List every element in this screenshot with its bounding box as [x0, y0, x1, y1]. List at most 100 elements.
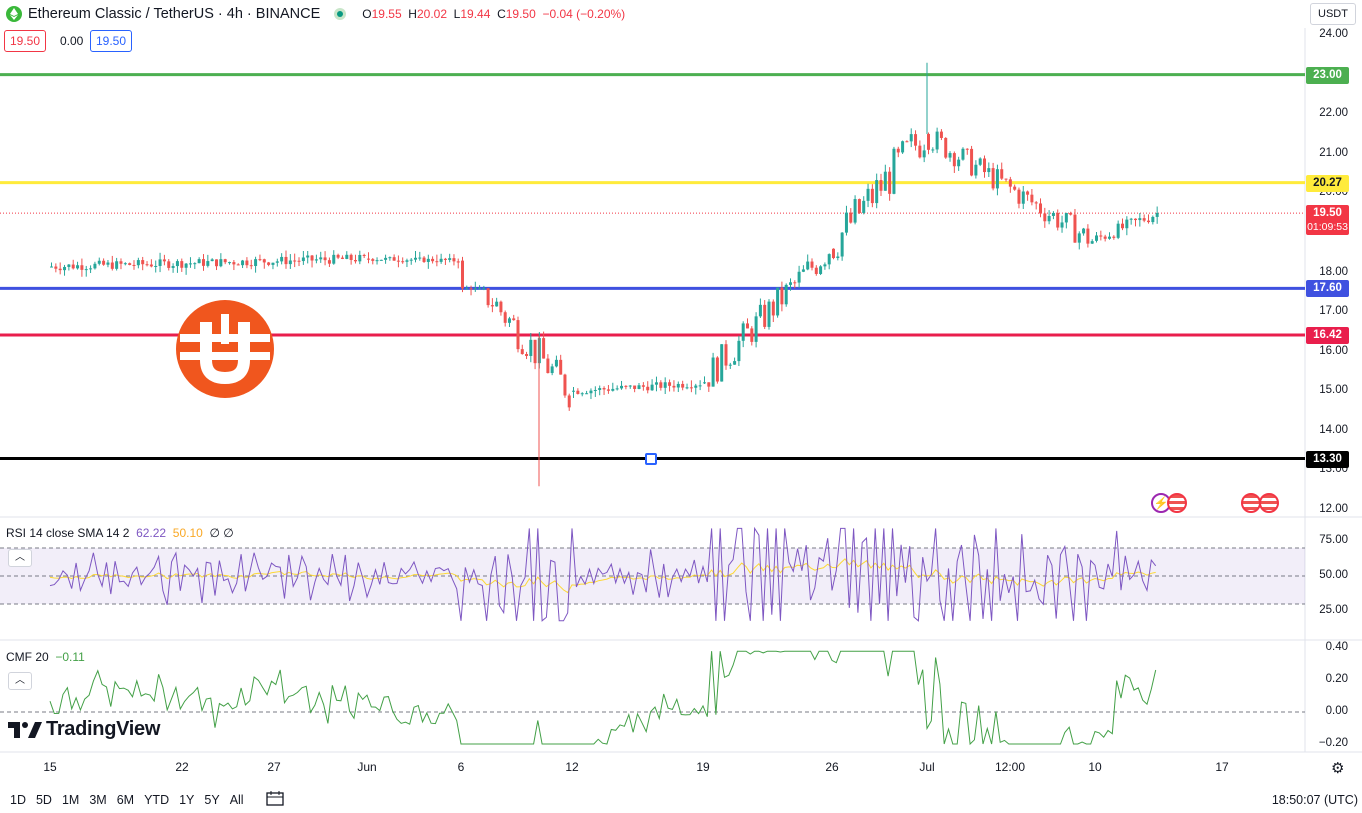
candle-body — [780, 287, 784, 305]
date-range-calendar-icon[interactable] — [265, 790, 284, 809]
candle-body — [703, 382, 706, 384]
range-button-5y[interactable]: 5Y — [204, 792, 220, 807]
level-tag[interactable]: 20.27 — [1306, 174, 1349, 192]
candle-body — [978, 158, 982, 165]
candle-body — [80, 265, 84, 270]
candle-body — [922, 150, 926, 158]
level-tag[interactable]: 16.42 — [1306, 327, 1349, 345]
tradingview-logo[interactable]: TradingView — [8, 718, 160, 741]
candle-body — [857, 199, 861, 213]
cmf-tick-label: 0.20 — [1325, 673, 1348, 685]
range-button-1d[interactable]: 1D — [10, 792, 26, 807]
candle-body — [952, 153, 956, 167]
us-flag-event-icon[interactable] — [1241, 493, 1261, 513]
utc-clock[interactable]: 18:50:07 (UTC) — [1271, 792, 1358, 807]
price-tick-label: 14.00 — [1319, 423, 1348, 436]
candle-body — [167, 261, 171, 268]
price-tick-label: 17.00 — [1319, 305, 1348, 318]
candle-body — [620, 385, 624, 389]
candle-body — [637, 385, 641, 389]
cmf-collapse-button[interactable]: ︿ — [8, 672, 32, 690]
level-tag[interactable]: 23.00 — [1306, 66, 1349, 84]
candle-body — [628, 385, 632, 387]
range-button-all[interactable]: All — [229, 792, 244, 807]
candle-body — [1051, 212, 1055, 216]
cmf-tick-label: −0.20 — [1318, 737, 1348, 749]
candle-body — [1056, 212, 1060, 228]
candle-body — [162, 259, 166, 262]
us-flag-event-icon[interactable] — [1259, 493, 1279, 513]
candle-body — [836, 256, 840, 259]
bottom-toolbar: 1D 5D 1M 3M 6M YTD 1Y 5Y All 18:50:07 (UTC) — [0, 786, 1362, 813]
range-button-5d[interactable]: 5D — [35, 792, 52, 807]
candle-body — [306, 255, 310, 258]
candle-body — [193, 263, 197, 265]
candle-body — [414, 257, 417, 260]
candle-body — [650, 384, 654, 391]
level-tag[interactable]: 13.30 — [1306, 450, 1349, 468]
time-tick-label: 10 — [1088, 760, 1102, 774]
candle-body — [495, 301, 499, 307]
candle-body — [965, 148, 969, 150]
candle-body — [720, 344, 724, 382]
time-tick-label: 26 — [825, 760, 839, 774]
candle-body — [909, 134, 913, 142]
cmf-tick-label: 0.00 — [1325, 705, 1348, 717]
candle-body — [1077, 233, 1081, 243]
candle-body — [236, 264, 240, 266]
candle-body — [525, 354, 529, 356]
range-button-1y[interactable]: 1Y — [179, 792, 195, 807]
candle-body — [974, 164, 978, 176]
candle-body — [1151, 216, 1155, 223]
candle-body — [275, 261, 279, 263]
candle-body — [426, 258, 430, 262]
candle-body — [1095, 235, 1098, 241]
symbol-title[interactable]: Ethereum Classic / TetherUS · 4h · BINAN… — [28, 6, 321, 22]
candle-body — [336, 254, 340, 258]
ask-badge[interactable]: 19.50 — [90, 30, 133, 52]
candle-body — [707, 382, 711, 387]
candle-body — [461, 260, 464, 289]
range-button-ytd[interactable]: YTD — [144, 792, 170, 807]
rsi-collapse-button[interactable]: ︿ — [8, 549, 32, 567]
candle-body — [598, 388, 602, 390]
candle-body — [983, 158, 986, 173]
us-flag-event-icon[interactable] — [1167, 493, 1187, 513]
candle-body — [418, 257, 422, 259]
candle-body — [358, 254, 362, 262]
line-drag-handle[interactable] — [645, 453, 657, 465]
lightning-event-icon[interactable]: ⚡ — [1151, 493, 1171, 513]
candle-body — [1017, 189, 1021, 204]
currency-selector[interactable]: USDT — [1310, 3, 1356, 25]
rsi-title[interactable]: RSI 14 close SMA 14 2 62.22 50.10 ∅ ∅ — [6, 526, 234, 540]
candle-body — [694, 385, 698, 388]
candle-body — [345, 254, 349, 259]
bid-badge[interactable]: 19.50 — [4, 30, 47, 52]
candle-body — [737, 340, 741, 362]
candle-body — [1047, 215, 1051, 222]
candle-body — [741, 323, 745, 341]
candle-body — [1134, 218, 1137, 221]
candle-body — [323, 257, 327, 261]
candle-body — [995, 169, 999, 189]
candle-body — [469, 288, 473, 290]
candle-body — [715, 357, 719, 382]
candle-body — [1064, 213, 1068, 223]
candle-body — [136, 260, 140, 266]
candle-body — [102, 260, 106, 265]
candle-body — [507, 318, 511, 323]
range-button-1m[interactable]: 1M — [61, 792, 80, 807]
candle-body — [793, 282, 797, 284]
candle-body — [797, 271, 801, 283]
candle-body — [559, 359, 563, 375]
price-tick-label: 16.00 — [1319, 344, 1348, 357]
candle-body — [606, 389, 610, 391]
candle-body — [589, 390, 593, 394]
range-button-3m[interactable]: 3M — [89, 792, 107, 807]
settings-gear-icon[interactable]: ⚙ — [1331, 760, 1345, 777]
range-button-6m[interactable]: 6M — [116, 792, 135, 807]
candle-body — [853, 199, 857, 223]
level-tag[interactable]: 17.60 — [1306, 280, 1349, 298]
cmf-title[interactable]: CMF 20 −0.11 — [6, 650, 85, 664]
